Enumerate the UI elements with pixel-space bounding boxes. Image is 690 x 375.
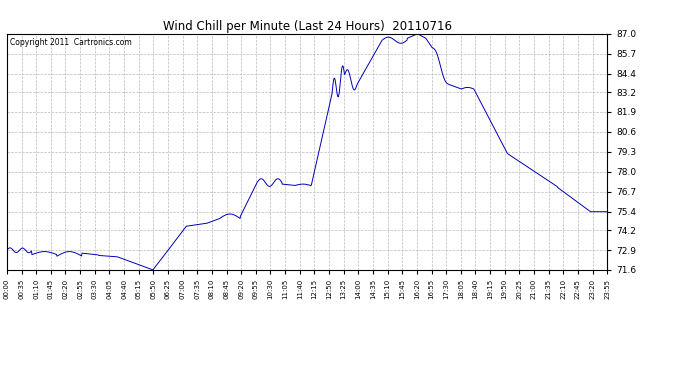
Title: Wind Chill per Minute (Last 24 Hours)  20110716: Wind Chill per Minute (Last 24 Hours) 20… xyxy=(163,20,451,33)
Text: Copyright 2011  Cartronics.com: Copyright 2011 Cartronics.com xyxy=(10,39,132,48)
